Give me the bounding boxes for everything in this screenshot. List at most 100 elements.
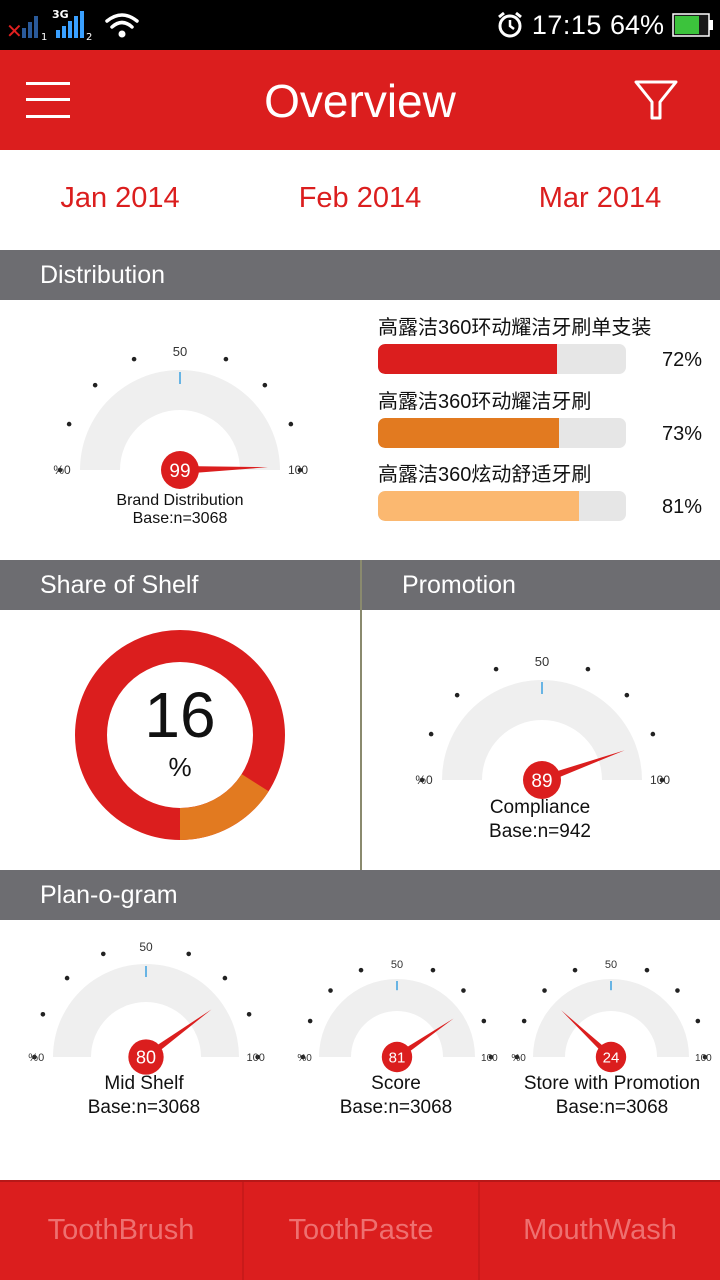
tab-mouthwash[interactable]: MouthWash	[523, 1214, 677, 1246]
menu-button[interactable]	[26, 80, 70, 120]
gauge-tick	[40, 1011, 46, 1017]
tab-toothbrush[interactable]: ToothBrush	[47, 1214, 195, 1246]
gauge-tick-label: 50	[139, 940, 153, 954]
gauge-tick-label: %0	[28, 1052, 44, 1064]
gauge-value: 80	[136, 1048, 156, 1068]
svg-text:1: 1	[41, 32, 47, 42]
gauge-needle	[179, 466, 268, 474]
gauge-label: Brand Distribution Base:n=3068	[60, 492, 300, 528]
gauge-tick-label: %0	[415, 773, 433, 787]
signal-indicators: ✕ 1 3G 2	[4, 8, 154, 43]
gauge-tick	[288, 421, 294, 427]
distribution-item: 高露洁360环动耀洁牙刷 73%	[378, 385, 708, 448]
gauge-hub	[595, 1041, 627, 1073]
gauge-value: 24	[603, 1050, 620, 1067]
status-right: 17:15 64%	[496, 8, 714, 42]
gauge-base: Base:n=3068	[87, 1097, 201, 1118]
score-gauge: 50 %0 100 81	[297, 959, 498, 1073]
gauge-band	[53, 964, 239, 1057]
gauge-tick	[223, 356, 229, 362]
gauge-value: 99	[169, 461, 190, 482]
gauge-tick-label: %0	[511, 1053, 526, 1064]
gauge-tick	[659, 777, 665, 783]
gauge-band	[533, 979, 689, 1057]
app-header: Overview	[0, 50, 720, 150]
gauge-tick	[307, 1018, 313, 1024]
distribution-bar-track	[378, 344, 626, 374]
month-jan[interactable]: Jan 2014	[60, 182, 180, 214]
distribution-item-name: 高露洁360环动耀洁牙刷	[378, 391, 592, 413]
gauge-tick	[300, 1054, 306, 1060]
section-share-of-shelf-header: Share of Shelf	[0, 560, 360, 610]
menu-icon-line	[26, 98, 70, 101]
gauge-label: Compliance Base:n=942	[420, 796, 660, 844]
alarm-icon	[497, 11, 522, 38]
gauge-tick-label: 50	[391, 959, 403, 971]
distribution-bar-fill	[378, 418, 560, 448]
gauge-tick	[328, 988, 333, 993]
menu-icon-line	[26, 82, 70, 85]
gauge-tick-label: 100	[481, 1053, 498, 1064]
gauge-title: Mid Shelf	[104, 1073, 184, 1094]
distribution-item-percent: 72%	[662, 349, 703, 371]
gauge-tick	[64, 975, 70, 981]
distribution-item-name: 高露洁360炫动舒适牙刷	[378, 464, 592, 486]
filter-button[interactable]	[630, 76, 682, 126]
gauge-tick	[542, 988, 547, 993]
gauge-hub	[523, 761, 561, 799]
store-with-promotion-gauge: 50 %0 100 24	[511, 959, 712, 1073]
gauge-tick-label: %0	[297, 1053, 312, 1064]
gauge-tick	[702, 1054, 708, 1060]
distribution-item-name: 高露洁360环动耀洁牙刷单支装	[378, 317, 652, 339]
gauge-tick	[186, 951, 192, 957]
tab-toothpaste[interactable]: ToothPaste	[288, 1214, 434, 1246]
gauge-tick-label: 100	[247, 1052, 265, 1064]
battery-icon	[672, 13, 713, 37]
page-title: Overview	[264, 75, 456, 127]
gauge-tick	[650, 731, 656, 737]
distribution-item: 高露洁360环动耀洁牙刷单支装 72%	[378, 311, 708, 374]
gauge-tick	[624, 692, 630, 698]
tab-divider	[478, 1182, 480, 1280]
month-mar[interactable]: Mar 2014	[538, 182, 662, 214]
gauge-base: Base:n=3068	[555, 1097, 669, 1118]
distribution-item: 高露洁360炫动舒适牙刷 81%	[378, 458, 708, 521]
gauge-tick	[255, 1054, 260, 1060]
filter-icon	[634, 80, 678, 120]
share-unit: %	[168, 752, 192, 782]
gauge-tick	[246, 1011, 252, 1017]
gauge-tick	[521, 1018, 527, 1024]
gauge-tick-label: 50	[173, 344, 187, 359]
gauge-tick	[514, 1054, 520, 1060]
gauge-tick	[92, 382, 98, 388]
gauge-hub	[161, 451, 199, 489]
gauge-band	[80, 370, 280, 470]
gauge-band	[319, 979, 475, 1057]
bottom-tab-bar: ToothBrush ToothPaste MouthWash	[0, 1180, 720, 1280]
gauge-tick	[358, 967, 364, 973]
distribution-item-percent: 73%	[662, 423, 703, 445]
gauge-tick-label: 100	[650, 773, 670, 787]
gauge-value: 81	[389, 1050, 406, 1067]
gauge-value: 89	[531, 771, 552, 792]
gauge-tick	[222, 975, 228, 981]
gauge-tick	[493, 666, 499, 672]
gauge-label: Store with Promotion Base:n=3068	[500, 1072, 720, 1120]
gauge-title: Score	[371, 1073, 421, 1094]
mid-shelf-gauge: 50 %0 100 80	[28, 940, 265, 1075]
gauge-tick	[644, 967, 650, 973]
gauge-label: Mid Shelf Base:n=3068	[24, 1072, 264, 1120]
gauge-tick	[572, 967, 578, 973]
gauge-tick-label: 50	[535, 654, 549, 669]
gauge-tick-label: 100	[288, 463, 308, 477]
distribution-bar-fill	[378, 491, 579, 521]
gauge-base: Base:n=3068	[132, 510, 228, 527]
distribution-bar-fill	[378, 344, 557, 374]
gauge-label: Score Base:n=3068	[276, 1072, 516, 1120]
section-promotion-header: Promotion	[362, 560, 720, 610]
gauge-tick	[430, 967, 436, 973]
gauge-tick-label: 50	[605, 959, 617, 971]
month-feb[interactable]: Feb 2014	[298, 182, 422, 214]
gauge-tick	[481, 1018, 487, 1024]
gauge-title: Brand Distribution	[116, 492, 244, 509]
